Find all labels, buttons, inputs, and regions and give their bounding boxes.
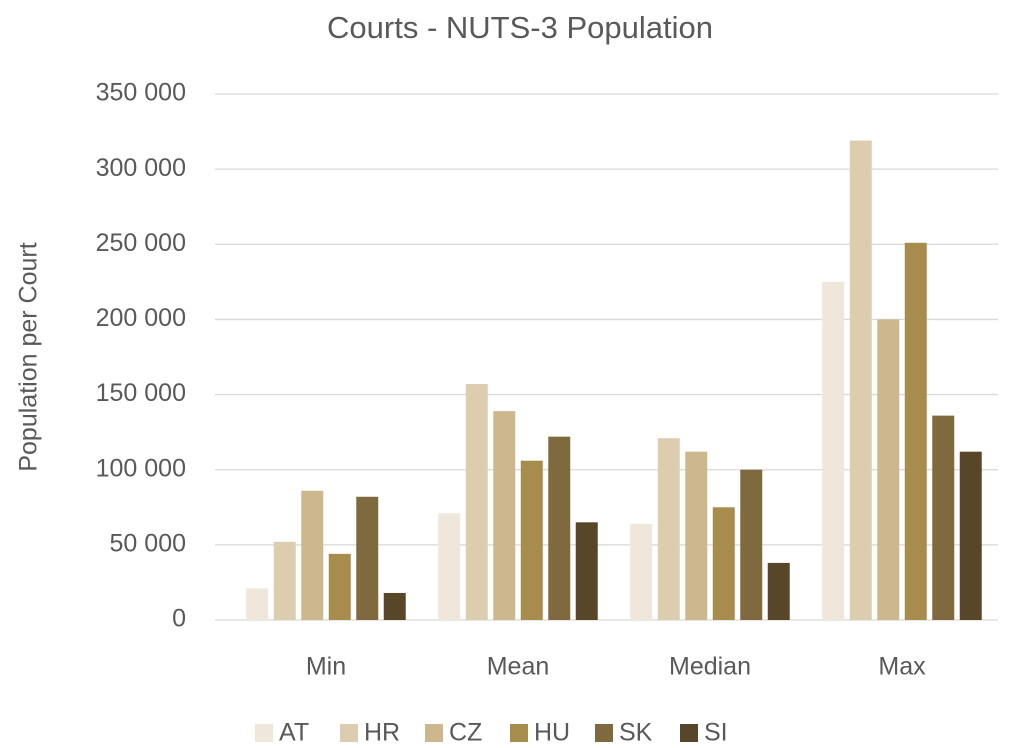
- legend-swatch: [255, 724, 273, 742]
- bar: [438, 513, 461, 620]
- bar: [959, 451, 982, 620]
- bar: [849, 140, 872, 621]
- legend-label: SK: [619, 719, 653, 747]
- legend-swatch: [510, 724, 528, 742]
- bar: [548, 436, 571, 620]
- bar: [465, 384, 488, 620]
- legend-label: SI: [704, 719, 728, 747]
- bar: [301, 490, 324, 620]
- bar: [685, 451, 708, 620]
- bar: [712, 507, 735, 620]
- y-tick-label: 0: [172, 605, 186, 633]
- legend-swatch: [425, 724, 443, 742]
- y-tick-label: 200 000: [96, 304, 186, 332]
- bar: [493, 411, 516, 620]
- y-axis-label: Population per Court: [15, 242, 43, 471]
- bar: [877, 319, 900, 620]
- bar: [575, 522, 598, 620]
- bar: [383, 592, 406, 620]
- legend-swatch: [680, 724, 698, 742]
- bar: [822, 281, 845, 620]
- bar: [932, 415, 955, 620]
- bar: [328, 553, 351, 620]
- bar: [767, 562, 790, 620]
- bar: [740, 469, 763, 620]
- legend-label: HR: [364, 719, 400, 747]
- legend-swatch: [595, 724, 613, 742]
- bar: [356, 496, 379, 620]
- bar: [630, 523, 653, 620]
- bar: [520, 460, 543, 620]
- y-tick-label: 350 000: [96, 79, 186, 107]
- y-tick-label: 100 000: [96, 454, 186, 482]
- chart-title: Courts - NUTS-3 Population: [327, 10, 713, 45]
- legend-label: CZ: [449, 719, 482, 747]
- y-tick-label: 50 000: [110, 529, 186, 557]
- x-tick-label: Mean: [487, 653, 550, 681]
- legend-swatch: [340, 724, 358, 742]
- x-tick-label: Max: [878, 653, 926, 681]
- y-tick-label: 250 000: [96, 229, 186, 257]
- legend-label: HU: [534, 719, 570, 747]
- bar: [246, 588, 269, 620]
- bar: [904, 242, 927, 621]
- legend-label: AT: [279, 719, 309, 747]
- bar: [657, 438, 680, 620]
- x-tick-label: Min: [306, 653, 346, 681]
- x-tick-label: Median: [669, 653, 751, 681]
- y-tick-label: 300 000: [96, 154, 186, 182]
- bar: [273, 541, 296, 620]
- y-tick-label: 150 000: [96, 379, 186, 407]
